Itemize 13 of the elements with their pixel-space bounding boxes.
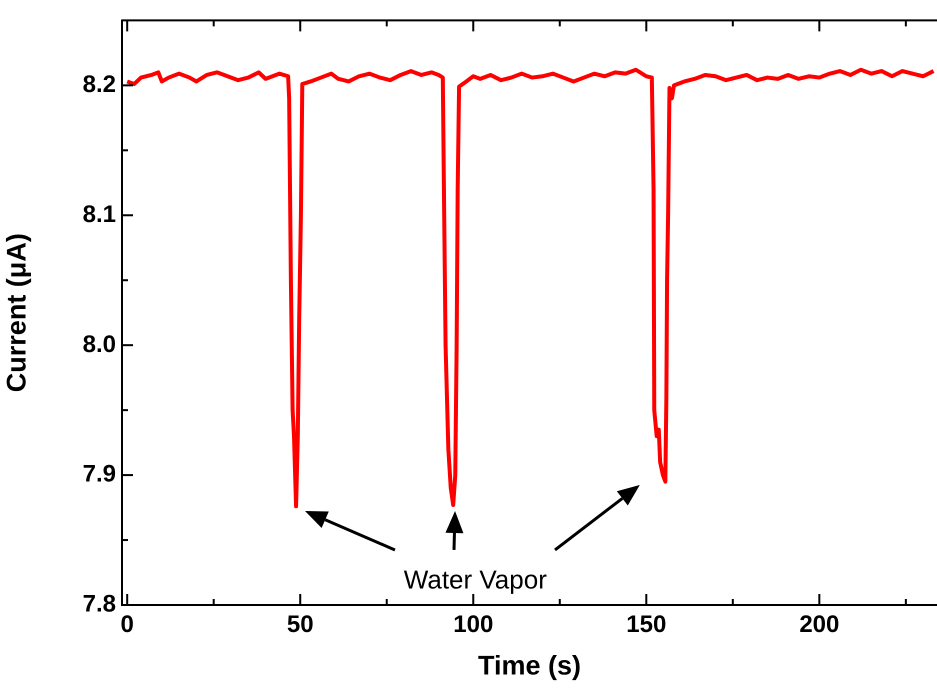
- x-tick-label: 150: [626, 611, 666, 638]
- x-axis-title: Time (s): [478, 650, 582, 680]
- x-tick-label: 50: [286, 611, 314, 638]
- y-tick-label: 8.0: [82, 330, 116, 358]
- y-tick-label: 7.9: [82, 460, 116, 488]
- x-tick-label: 100: [453, 611, 494, 638]
- y-tick-label: 8.1: [82, 200, 116, 228]
- y-axis-title: Current (μA): [2, 233, 32, 392]
- y-tick-label: 7.8: [82, 590, 116, 618]
- annotation: Water Vapor: [404, 564, 547, 596]
- x-tick-label: 200: [799, 611, 840, 638]
- x-tick-label: 0: [120, 611, 134, 638]
- y-tick-label: 8.2: [82, 70, 116, 98]
